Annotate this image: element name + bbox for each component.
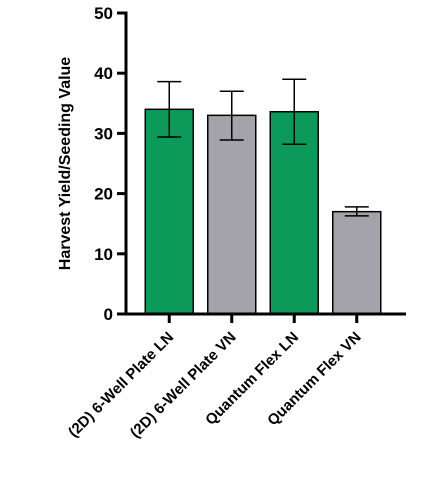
x-axis: (2D) 6-Well Plate LN(2D) 6-Well Plate VN… — [65, 312, 406, 442]
y-tick-label: 30 — [94, 124, 113, 143]
y-axis-title: Harvest Yield/Seeding Value — [57, 57, 74, 271]
bar-1 — [207, 114, 257, 315]
x-category-label: (2D) 6-Well Plate LN — [65, 329, 177, 441]
y-tick-label: 40 — [94, 64, 113, 83]
bar-3 — [332, 210, 382, 315]
x-category-label: (2D) 6-Well Plate VN — [127, 329, 240, 442]
bars — [144, 108, 382, 315]
y-tick-label: 50 — [94, 4, 113, 23]
y-tick-label: 20 — [94, 185, 113, 204]
y-tick-label: 10 — [94, 245, 113, 264]
y-tick-label: 0 — [104, 305, 113, 324]
error-bars — [157, 78, 369, 217]
bar-0 — [144, 108, 194, 315]
y-axis: 0 10 20 30 40 50 — [94, 4, 128, 324]
